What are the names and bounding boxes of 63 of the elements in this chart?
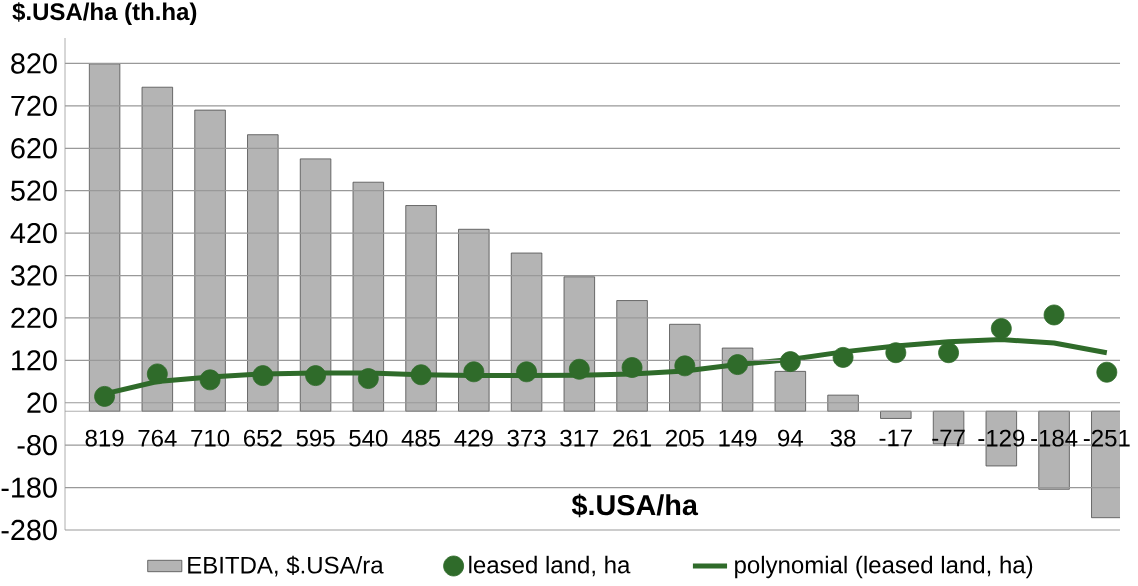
y-tick-label: -180 <box>1 477 57 498</box>
point <box>621 357 643 378</box>
y-tick-label: 20 <box>27 392 57 413</box>
point <box>885 342 907 364</box>
point <box>463 361 485 383</box>
x-tick-label: -77 <box>932 429 965 447</box>
x-tick-label: 149 <box>719 429 757 447</box>
bar <box>142 87 173 412</box>
bar <box>194 110 226 412</box>
point <box>410 364 432 386</box>
bar <box>775 371 806 412</box>
point <box>305 365 326 387</box>
x-tick-label: -184 <box>1031 429 1078 447</box>
x-tick-label: 205 <box>665 429 704 447</box>
point <box>568 358 590 380</box>
point <box>832 346 854 368</box>
legend-label: polynomial (leased land, ha) <box>735 555 1033 579</box>
y-tick-label: 120 <box>12 350 57 371</box>
x-tick-label: -129 <box>978 429 1025 447</box>
point <box>252 365 274 387</box>
x-tick-label: 261 <box>613 429 651 447</box>
x-tick-label: 710 <box>191 429 230 447</box>
legend-label: leased land, ha <box>469 555 631 577</box>
x-tick-label: 764 <box>138 429 177 447</box>
point <box>199 369 221 391</box>
y-tick-label: 520 <box>11 180 57 201</box>
legend-label: EBITDA, $.USA/ra <box>188 555 384 577</box>
y-tick-label: 820 <box>11 53 57 74</box>
bar <box>247 134 279 412</box>
x-tick-label: -17 <box>879 429 912 447</box>
y-tick-label: 720 <box>11 95 57 117</box>
x-tick-label: 652 <box>244 429 282 447</box>
x-tick-label: 38 <box>830 429 856 447</box>
x-tick-label: 317 <box>560 429 599 447</box>
x-tick-label: 94 <box>778 429 803 447</box>
x-tick-label: 485 <box>401 429 441 447</box>
point <box>1043 304 1065 326</box>
x-tick-label: 595 <box>296 429 335 447</box>
point <box>990 318 1012 339</box>
x-tick-label: 429 <box>454 429 493 447</box>
point <box>727 354 748 375</box>
y-tick-label: 620 <box>11 138 57 159</box>
point <box>94 386 115 407</box>
y-tick-label: 420 <box>10 222 57 244</box>
y-axis-title: $.USA/ha (th.ha) <box>12 2 197 25</box>
x-tick-label: 373 <box>507 429 546 447</box>
x-axis-title: $.USA/ha <box>571 493 699 518</box>
point <box>779 351 801 373</box>
x-tick-label: -251 <box>1083 429 1130 447</box>
bar <box>405 205 437 412</box>
point <box>1096 361 1118 383</box>
bar <box>89 63 120 412</box>
point <box>938 342 959 364</box>
point <box>516 361 537 383</box>
x-tick-label: 540 <box>349 429 388 447</box>
y-tick-label: 220 <box>11 307 57 329</box>
point <box>146 363 168 385</box>
y-tick-label: -80 <box>17 434 57 456</box>
y-tick-label: -280 <box>1 519 57 541</box>
bar <box>300 158 331 412</box>
point <box>357 368 379 389</box>
x-tick-label: 819 <box>85 429 124 447</box>
y-tick-label: 320 <box>10 265 57 286</box>
